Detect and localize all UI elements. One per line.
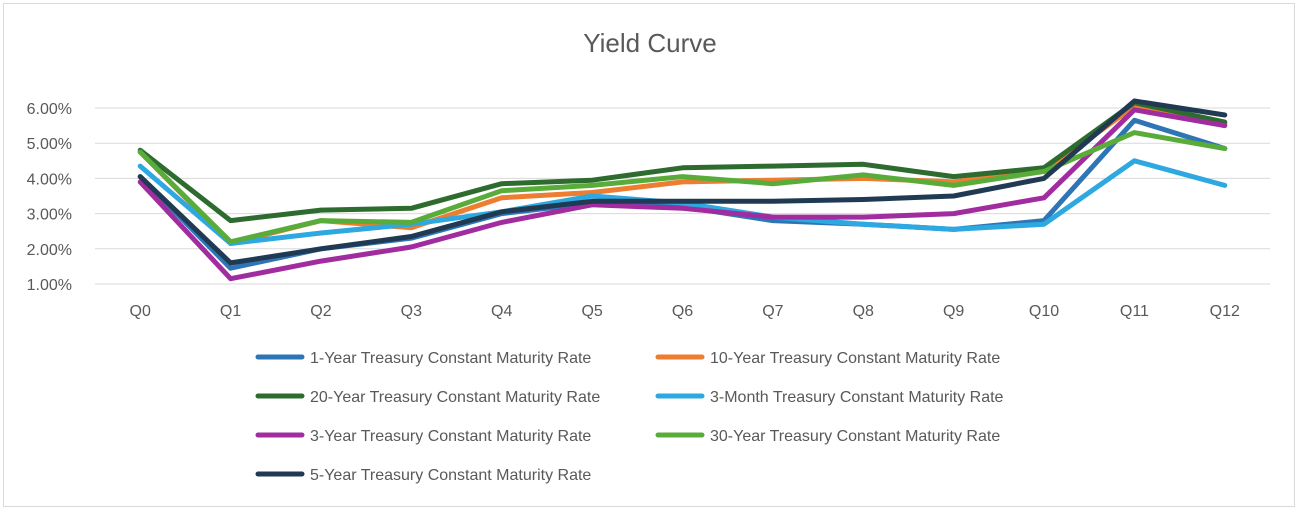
series-layer <box>137 98 1228 282</box>
chart-title: Yield Curve <box>583 28 716 58</box>
legend-label: 10-Year Treasury Constant Maturity Rate <box>710 350 1000 367</box>
x-tick-label: Q6 <box>672 303 693 320</box>
y-tick-label: 1.00% <box>27 277 72 294</box>
series-line <box>137 98 1228 266</box>
x-tick-label: Q7 <box>762 303 783 320</box>
legend: 1-Year Treasury Constant Maturity Rate 10… <box>255 350 1004 484</box>
y-axis-ticks: 1.00% 2.00% 3.00% 4.00% 5.00% 6.00% <box>27 101 72 294</box>
x-tick-label: Q9 <box>943 303 964 320</box>
x-tick-label: Q3 <box>401 303 422 320</box>
x-tick-label: Q0 <box>130 303 151 320</box>
legend-label: 3-Month Treasury Constant Maturity Rate <box>710 389 1004 406</box>
legend-label: 30-Year Treasury Constant Maturity Rate <box>710 428 1000 445</box>
x-tick-label: Q12 <box>1210 303 1240 320</box>
legend-item: 3-Month Treasury Constant Maturity Rate <box>655 389 1004 406</box>
legend-item: 20-Year Treasury Constant Maturity Rate <box>255 389 600 406</box>
x-tick-label: Q8 <box>853 303 874 320</box>
x-tick-label: Q1 <box>220 303 241 320</box>
legend-label: 1-Year Treasury Constant Maturity Rate <box>310 350 591 367</box>
y-tick-label: 3.00% <box>27 207 72 224</box>
series-line <box>137 107 1228 282</box>
legend-item: 30-Year Treasury Constant Maturity Rate <box>655 428 1000 445</box>
series-line <box>137 117 1228 271</box>
x-tick-label: Q4 <box>491 303 512 320</box>
x-axis-ticks: Q0 Q1 Q2 Q3 Q4 Q5 Q6 Q7 Q8 Q9 Q10 Q11 Q12 <box>130 303 1241 320</box>
legend-item: 5-Year Treasury Constant Maturity Rate <box>255 467 591 484</box>
legend-label: 5-Year Treasury Constant Maturity Rate <box>310 467 591 484</box>
series-line <box>137 100 1228 224</box>
legend-item: 10-Year Treasury Constant Maturity Rate <box>655 350 1000 367</box>
legend-label: 20-Year Treasury Constant Maturity Rate <box>310 389 600 406</box>
x-tick-label: Q5 <box>581 303 602 320</box>
legend-item: 3-Year Treasury Constant Maturity Rate <box>255 428 591 445</box>
y-tick-label: 2.00% <box>27 242 72 259</box>
x-tick-label: Q10 <box>1029 303 1059 320</box>
series-line <box>137 130 1228 245</box>
legend-label: 3-Year Treasury Constant Maturity Rate <box>310 428 591 445</box>
y-tick-label: 6.00% <box>27 101 72 118</box>
x-tick-label: Q2 <box>310 303 331 320</box>
y-tick-label: 4.00% <box>27 171 72 188</box>
y-tick-label: 5.00% <box>27 136 72 153</box>
legend-item: 1-Year Treasury Constant Maturity Rate <box>255 350 591 367</box>
x-tick-label: Q11 <box>1120 303 1149 320</box>
